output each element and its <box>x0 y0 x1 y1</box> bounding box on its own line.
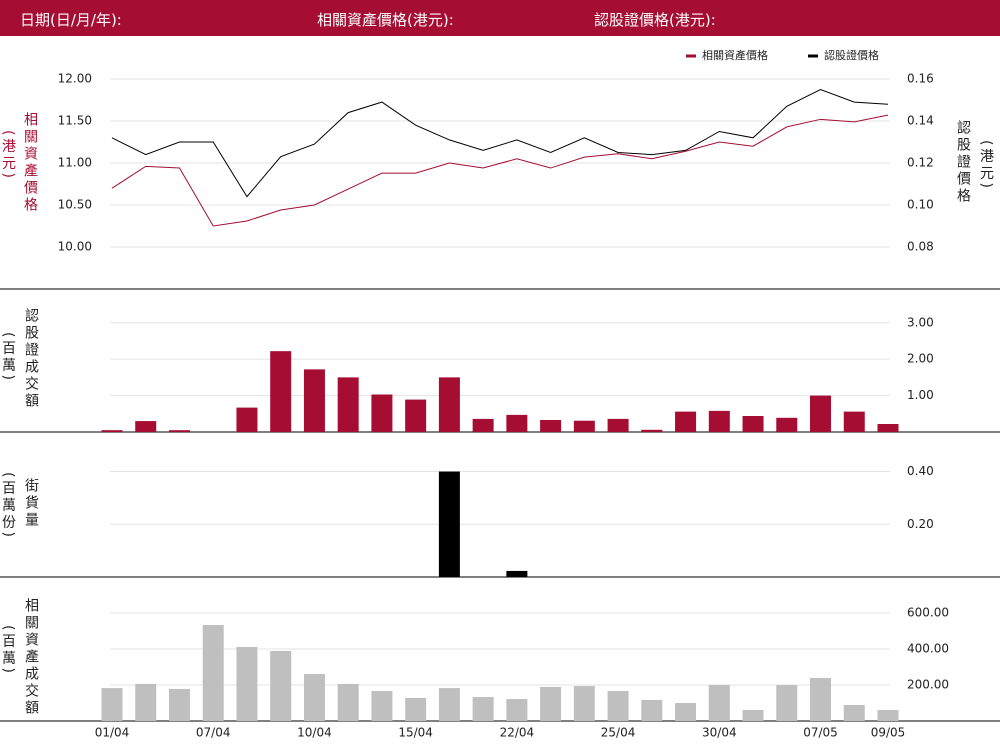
x-tick-label: 10/04 <box>297 726 332 740</box>
bar <box>675 411 697 432</box>
y-axis-unit: (百萬) <box>0 625 16 676</box>
bar <box>742 415 764 432</box>
bar <box>303 674 325 721</box>
y-axis-title: 相關資產成交額 <box>23 598 39 717</box>
x-tick-label: 07/04 <box>196 726 231 740</box>
y2-tick-label: 0.08 <box>907 240 934 254</box>
x-tick-label: 01/04 <box>95 726 130 740</box>
bar <box>708 410 730 432</box>
y-tick-label: 11.00 <box>58 156 92 170</box>
bar <box>303 369 325 432</box>
bar <box>540 686 562 721</box>
x-tick-label: 30/04 <box>702 726 737 740</box>
bar <box>843 411 865 432</box>
bar <box>810 395 832 432</box>
legend-label: 認股證價格 <box>824 48 879 62</box>
bar <box>641 429 663 432</box>
series-line <box>111 114 889 227</box>
y-tick-label: 0.20 <box>907 517 934 531</box>
y-tick-label: 0.40 <box>907 464 934 478</box>
bar <box>607 418 629 432</box>
bar <box>776 685 798 721</box>
y2-tick-label: 0.16 <box>907 72 934 86</box>
y-tick-label: 11.50 <box>58 114 92 128</box>
y-tick-label: 200.00 <box>907 678 949 692</box>
x-tick-label: 22/04 <box>500 726 535 740</box>
bar <box>506 570 528 577</box>
bar <box>236 647 258 721</box>
date-label: 日期(日/月/年): <box>20 11 122 29</box>
bar <box>270 650 292 721</box>
y-axis-title: 相關資產價格 <box>22 112 38 214</box>
y-tick-label: 400.00 <box>907 642 949 656</box>
x-tick-label: 15/04 <box>398 726 433 740</box>
bar <box>236 407 258 432</box>
bar <box>101 430 123 432</box>
bar <box>573 686 595 721</box>
y-axis-title: 街貨量 <box>23 478 39 529</box>
y-tick-label: 2.00 <box>907 352 934 366</box>
y-axis-title: 認股證成交額 <box>23 308 39 410</box>
bar <box>337 683 359 721</box>
bar <box>472 418 494 432</box>
bar <box>337 377 359 432</box>
bar <box>810 677 832 721</box>
y-tick-label: 600.00 <box>907 606 949 620</box>
bar <box>438 377 460 432</box>
bar <box>270 351 292 432</box>
bar <box>641 699 663 721</box>
header-bar: 日期(日/月/年): 相關資產價格(港元): 認股證價格(港元): <box>0 0 1000 36</box>
bar <box>708 685 730 721</box>
bar <box>607 690 629 721</box>
bar <box>675 703 697 721</box>
y-tick-label: 3.00 <box>907 315 934 329</box>
bar <box>202 625 224 721</box>
y-axis-unit: (港元) <box>0 130 16 181</box>
bar <box>438 688 460 721</box>
y-tick-label: 10.00 <box>58 240 92 254</box>
bar <box>371 394 393 432</box>
asset-price-label: 相關資產價格(港元): <box>317 11 454 29</box>
bar <box>573 420 595 432</box>
bar <box>877 423 899 432</box>
bar <box>742 710 764 721</box>
y2-tick-label: 0.12 <box>907 156 934 170</box>
bar <box>135 683 157 721</box>
y2-tick-label: 0.14 <box>907 114 934 128</box>
bar <box>135 421 157 432</box>
bar <box>506 414 528 432</box>
bar <box>371 690 393 721</box>
y2-axis-title: 認股證價格 <box>955 120 971 205</box>
warrant-price-label: 認股證價格(港元): <box>594 11 716 29</box>
y-tick-label: 1.00 <box>907 388 934 402</box>
x-tick-label: 25/04 <box>601 726 636 740</box>
y2-tick-label: 0.10 <box>907 198 934 212</box>
bar <box>168 688 190 721</box>
y-axis-unit: (百萬) <box>0 332 16 383</box>
bar <box>438 471 460 577</box>
bar <box>506 699 528 721</box>
bar <box>843 704 865 721</box>
bar <box>168 430 190 432</box>
bar <box>101 688 123 721</box>
bar <box>472 697 494 721</box>
bar <box>776 417 798 432</box>
x-tick-label: 07/05 <box>803 726 838 740</box>
x-tick-label: 09/05 <box>871 726 906 740</box>
bar <box>405 697 427 721</box>
y-tick-label: 12.00 <box>58 72 92 86</box>
y-tick-label: 10.50 <box>58 198 92 212</box>
bar <box>405 399 427 432</box>
series-line <box>111 88 889 198</box>
legend-label: 相關資產價格 <box>702 48 768 62</box>
bar <box>540 419 562 432</box>
y2-axis-unit: (港元) <box>978 140 994 191</box>
bar <box>877 710 899 721</box>
y-axis-unit: (百萬份) <box>0 472 16 540</box>
